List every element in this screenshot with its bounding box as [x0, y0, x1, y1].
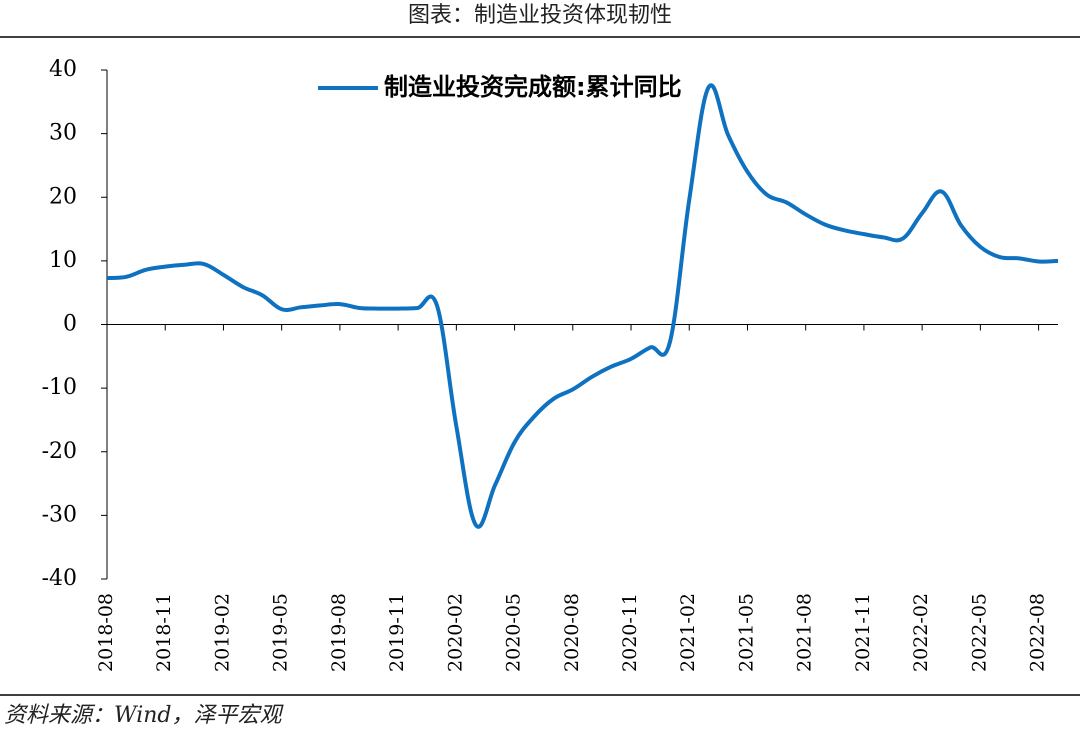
x-tick-label: 2022-08: [1027, 593, 1049, 672]
x-tick-label: 2019-08: [328, 593, 350, 672]
y-tick-label: -30: [42, 502, 77, 527]
y-tick-label: 40: [49, 57, 77, 82]
chart-title: 图表：制造业投资体现韧性: [408, 3, 672, 28]
x-tick-label: 2019-05: [270, 593, 292, 672]
x-tick-label: 2021-11: [852, 593, 874, 672]
x-tick-label: 2018-08: [95, 593, 117, 672]
x-tick-label: 2022-02: [910, 593, 932, 672]
x-tick-label: 2021-05: [735, 593, 757, 672]
series-line: [106, 83, 1059, 529]
x-tick-label: 2018-11: [153, 593, 175, 672]
x-tick-label: 2019-02: [211, 593, 233, 672]
x-tick-label: 2021-08: [794, 593, 816, 672]
legend-label: 制造业投资完成额:累计同比: [384, 73, 682, 101]
x-tick-label: 2021-02: [677, 593, 699, 672]
x-tick-label: 2020-11: [619, 593, 641, 672]
y-tick-label: 20: [49, 184, 77, 209]
y-tick-label: -10: [42, 375, 77, 400]
y-tick-label: -40: [42, 566, 77, 591]
x-tick-label: 2020-02: [444, 593, 466, 672]
source-note: 资料来源：Wind，泽平宏观: [4, 703, 285, 728]
y-tick-label: 0: [63, 312, 77, 337]
x-tick-label: 2020-05: [503, 593, 525, 672]
y-tick-label: 30: [49, 121, 77, 146]
x-tick-label: 2020-08: [561, 593, 583, 672]
x-tick-label: 2019-11: [386, 593, 408, 672]
y-tick-label: -20: [42, 439, 77, 464]
y-tick-label: 10: [49, 248, 77, 273]
x-tick-label: 2022-05: [968, 593, 990, 672]
